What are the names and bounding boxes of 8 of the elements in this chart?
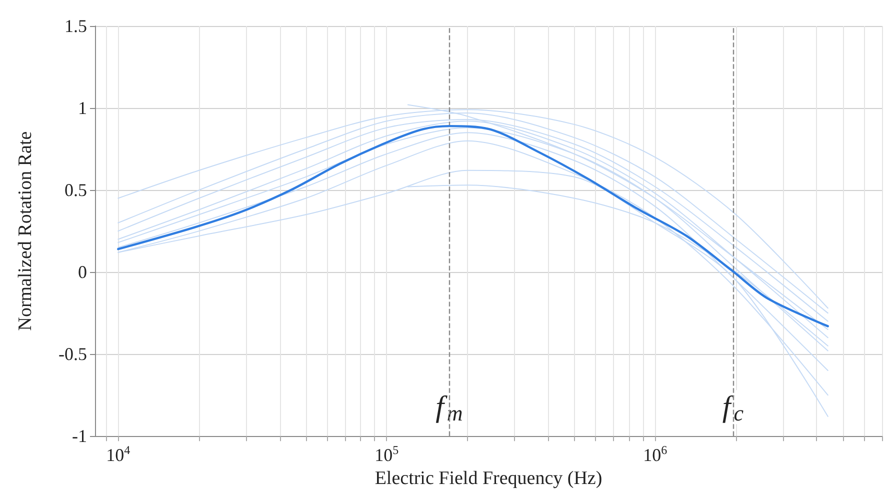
y-tick-label: 1 (78, 98, 87, 118)
y-tick-label: -1 (72, 426, 87, 446)
y-tick-label: -0.5 (58, 344, 87, 364)
x-axis-title: Electric Field Frequency (Hz) (374, 468, 602, 489)
y-tick-label: 0.5 (64, 180, 87, 200)
y-axis-title: Normalized Rotation Rate (15, 131, 36, 331)
y-tick-label: 1.5 (64, 16, 87, 36)
y-tick-label: 0 (78, 262, 87, 282)
